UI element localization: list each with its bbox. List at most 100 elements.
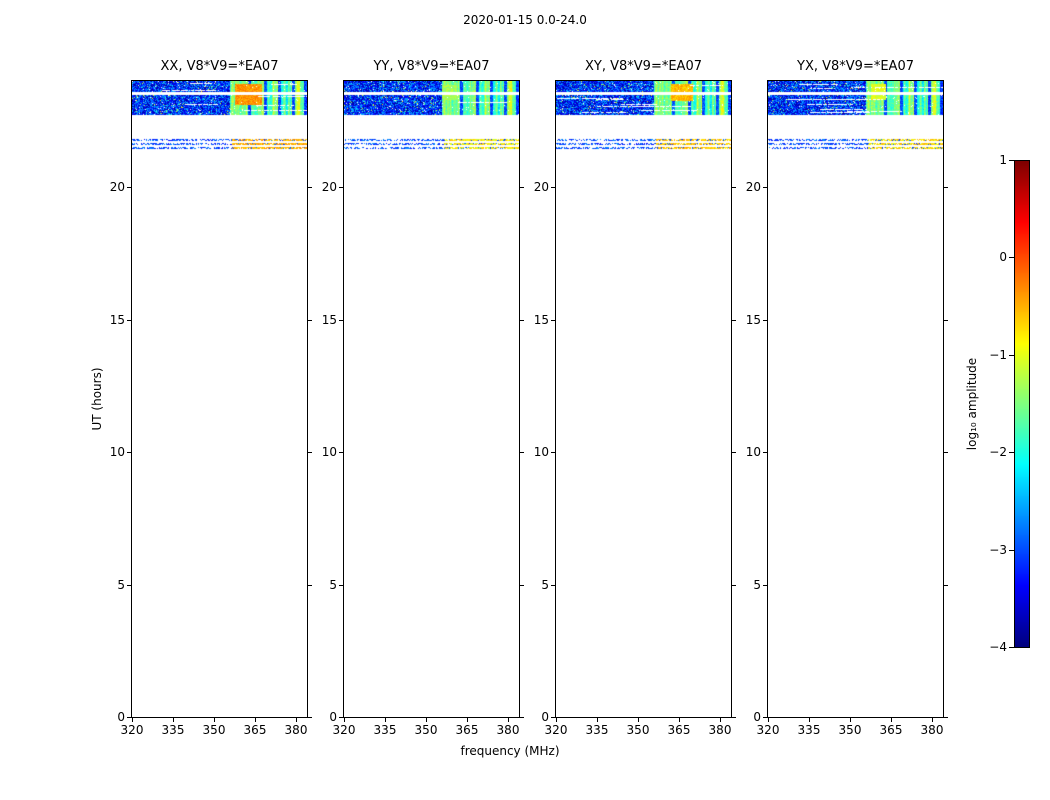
y-tick-right xyxy=(732,452,736,453)
x-tick-label: 335 xyxy=(585,723,609,737)
colorbar-tick-label: −3 xyxy=(989,543,1007,557)
y-tick-label: 15 xyxy=(745,313,761,327)
y-tick-right xyxy=(732,717,736,718)
x-tick-label: 350 xyxy=(626,723,650,737)
x-tick-label: 380 xyxy=(708,723,732,737)
y-tick-left xyxy=(339,717,343,718)
y-tick-right xyxy=(308,452,312,453)
y-tick-left xyxy=(763,320,767,321)
y-tick-label: 20 xyxy=(533,180,549,194)
spectrogram-panel xyxy=(555,80,732,718)
x-tick xyxy=(132,718,133,722)
x-tick-label: 350 xyxy=(414,723,438,737)
y-tick-label: 0 xyxy=(541,710,549,724)
figure-title: 2020-01-15 0.0-24.0 xyxy=(463,13,587,27)
y-tick-label: 0 xyxy=(753,710,761,724)
x-tick-label: 335 xyxy=(797,723,821,737)
y-tick-right xyxy=(308,320,312,321)
x-tick xyxy=(932,718,933,722)
y-tick-left xyxy=(763,187,767,188)
x-tick-label: 365 xyxy=(455,723,479,737)
y-tick-right xyxy=(520,585,524,586)
y-tick-left xyxy=(127,452,131,453)
colorbar-tick xyxy=(1009,160,1014,161)
x-tick-label: 350 xyxy=(838,723,862,737)
x-tick-label: 380 xyxy=(920,723,944,737)
y-tick-label: 10 xyxy=(321,445,337,459)
y-tick-label: 20 xyxy=(109,180,125,194)
y-tick-label: 0 xyxy=(117,710,125,724)
colorbar-tick-label: 1 xyxy=(999,153,1007,167)
y-tick-right xyxy=(520,717,524,718)
colorbar-tick-label: 0 xyxy=(999,250,1007,264)
colorbar-tick xyxy=(1009,647,1014,648)
x-axis-label: frequency (MHz) xyxy=(460,744,560,758)
x-tick-label: 335 xyxy=(161,723,185,737)
y-tick-label: 15 xyxy=(533,313,549,327)
x-tick xyxy=(508,718,509,722)
y-tick-right xyxy=(944,320,948,321)
x-tick-label: 320 xyxy=(544,723,568,737)
y-tick-left xyxy=(551,717,555,718)
y-tick-right xyxy=(944,585,948,586)
x-tick-label: 365 xyxy=(667,723,691,737)
x-tick-label: 350 xyxy=(202,723,226,737)
x-tick xyxy=(467,718,468,722)
spectrogram-canvas xyxy=(132,81,307,717)
colorbar-tick-label: −2 xyxy=(989,445,1007,459)
x-tick xyxy=(891,718,892,722)
colorbar-tick xyxy=(1009,550,1014,551)
x-tick xyxy=(296,718,297,722)
x-tick xyxy=(214,718,215,722)
spectrogram-panel xyxy=(767,80,944,718)
x-tick xyxy=(720,718,721,722)
y-tick-left xyxy=(551,320,555,321)
colorbar-tick-label: −4 xyxy=(989,640,1007,654)
colorbar-gradient xyxy=(1015,161,1029,647)
y-tick-right xyxy=(520,452,524,453)
y-tick-label: 20 xyxy=(745,180,761,194)
y-tick-label: 5 xyxy=(329,578,337,592)
y-tick-left xyxy=(551,585,555,586)
y-tick-right xyxy=(732,187,736,188)
x-tick-label: 320 xyxy=(332,723,356,737)
y-axis-label: UT (hours) xyxy=(90,367,104,431)
spectrogram-panel xyxy=(343,80,520,718)
y-tick-left xyxy=(763,585,767,586)
y-tick-left xyxy=(763,717,767,718)
y-tick-left xyxy=(339,187,343,188)
y-tick-left xyxy=(763,452,767,453)
x-tick xyxy=(679,718,680,722)
y-tick-label: 20 xyxy=(321,180,337,194)
colorbar-label: log₁₀ amplitude xyxy=(965,357,979,451)
colorbar-tick xyxy=(1009,257,1014,258)
x-tick xyxy=(768,718,769,722)
y-tick-left xyxy=(339,585,343,586)
y-tick-right xyxy=(308,187,312,188)
x-tick-label: 335 xyxy=(373,723,397,737)
x-tick-label: 380 xyxy=(284,723,308,737)
spectrogram-canvas xyxy=(344,81,519,717)
colorbar-tick xyxy=(1009,355,1014,356)
colorbar-tick-label: −1 xyxy=(989,348,1007,362)
x-tick xyxy=(556,718,557,722)
x-tick-label: 365 xyxy=(879,723,903,737)
x-tick xyxy=(255,718,256,722)
y-tick-label: 15 xyxy=(109,313,125,327)
y-tick-left xyxy=(127,717,131,718)
y-tick-right xyxy=(732,585,736,586)
x-tick xyxy=(597,718,598,722)
y-tick-label: 10 xyxy=(745,445,761,459)
y-tick-right xyxy=(944,717,948,718)
y-tick-right xyxy=(520,320,524,321)
colorbar-tick xyxy=(1009,452,1014,453)
x-tick-label: 380 xyxy=(496,723,520,737)
y-tick-left xyxy=(339,320,343,321)
y-tick-label: 10 xyxy=(109,445,125,459)
x-tick-label: 320 xyxy=(756,723,780,737)
x-tick xyxy=(809,718,810,722)
y-tick-left xyxy=(551,187,555,188)
y-tick-label: 0 xyxy=(329,710,337,724)
x-tick-label: 365 xyxy=(243,723,267,737)
